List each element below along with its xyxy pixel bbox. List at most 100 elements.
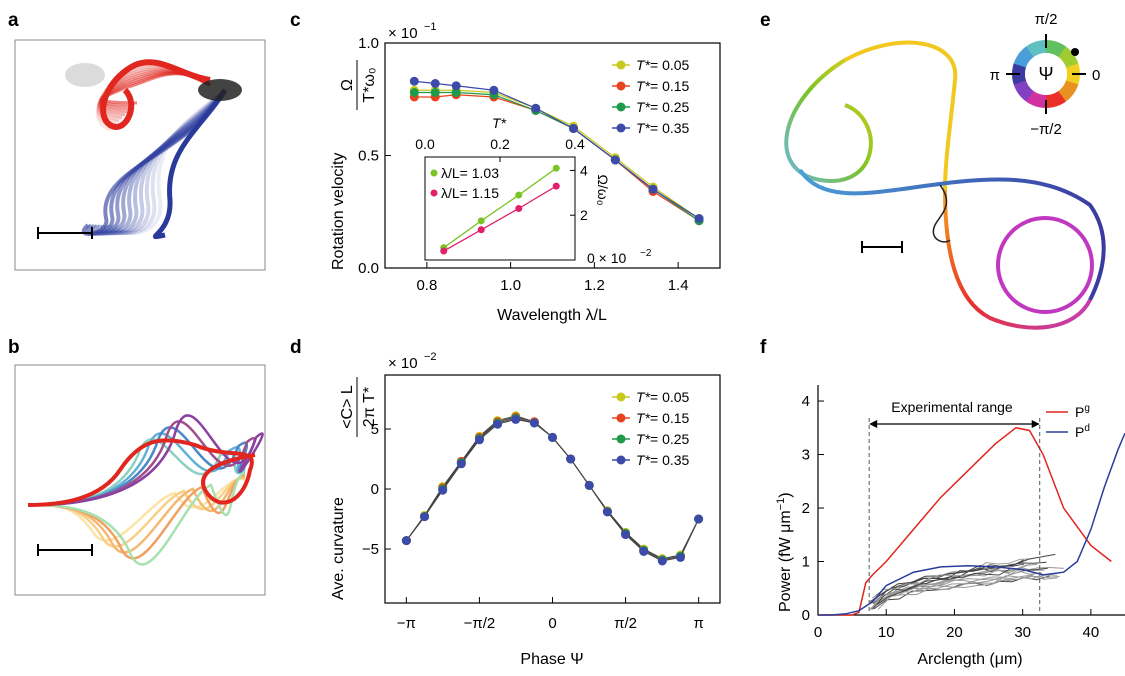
panel-d-series-point [548,432,557,442]
panel-e-wheel-segment [1058,89,1069,102]
panel-f-gray-traces [869,553,1064,611]
panel-d-y-fraction-den: 2π T* [361,387,378,427]
panel-c-x-tick-label: 0.8 [416,277,437,294]
panel-c-x-axis-label: Wavelength λ/L [497,307,607,324]
panel-label-e: e [760,10,771,31]
panel-a-ghost-trace [110,88,227,235]
panel-f-y-axis-label-text: Power (fW μm−1) [775,492,794,612]
panel-d-series-point [675,552,685,562]
panel-e-wheel-segment [1062,84,1076,95]
panel-e-wheel-segment [1012,78,1027,85]
panel-e-wheel-segment [1012,75,1026,82]
panel-c-y-tick-label: 0.5 [358,148,379,165]
panel-c-inset-x-tick-label: 0.0 [415,136,435,152]
panel-e-wheel-segment [1060,48,1072,61]
panel-e-wheel-segment [1058,46,1070,59]
panel-d-series-point [621,530,631,540]
panel-d-series-point [401,536,411,546]
panel-a-ghost-trace [104,88,227,236]
panel-d-axes-ticks: −π −π/2 0 π/2 π −5 0 5 [362,421,704,632]
panel-f-gray-trace [872,563,1031,599]
panel-d-y-tick-label: 5 [371,421,379,438]
panel-e-wheel-segment [1028,92,1038,106]
panel-c-y-tick-label: 0.0 [358,260,379,277]
panel-d-x-tick-label: π [693,615,703,632]
panel-e-wheel-segment [1054,42,1064,56]
panel-c-inset-legend-label: λ/L= 1.03 [441,165,499,181]
panel-f-legend-label: Pd [1075,423,1090,440]
panel-e-right-loop [996,216,1094,314]
panel-c-inset-line [443,167,557,249]
panel-e-wheel-segment [1032,41,1040,55]
panel-c-inset-multiplier-exp: −2 [640,248,652,259]
panel-c-legend-label: T*= 0.15 [636,78,690,94]
panel-f-series-line [818,432,1125,616]
panel-c-inset-y-tick-label: 4 [580,162,588,178]
panel-c-series-point [489,85,499,95]
panel-d-series-point [456,459,466,469]
panel-c-y-axis-label: Rotation velocity [330,153,347,270]
panel-f-y-tick-label: 0 [802,607,810,624]
panel-e-wheel-segment [1052,41,1061,55]
panel-e-wheel-segment [1065,80,1079,89]
panel-b-wave [27,476,246,548]
panel-d-series-point [694,514,704,524]
panel-e-lower-arc [943,189,1092,330]
panel-f-experimental-range [868,418,1041,615]
panel-f-x-tick-label: 40 [1083,624,1100,641]
panel-e-wheel-segment [1062,54,1076,64]
panel-a-ghost-trace [113,88,227,235]
panel-e-wheel-segment [1050,93,1057,108]
panel-d-series-point [493,419,503,429]
panel-c-series-point [694,214,704,223]
panel-c-inset-legend-marker [430,189,438,197]
panel-c-series-point [648,184,658,194]
panel-c-series-point [430,88,440,97]
panel-e-black-trace [932,184,951,243]
panel-f-y-tick-label: 4 [802,393,810,410]
panel-c-series-point [430,79,440,88]
panel-c-inset-point [552,164,560,172]
panel-c-inset: 0.0 0.2 0.4 2 4 λ/L= 1.03 λ/L= 1.15 T* Ω/ω₀ 0 … [415,115,652,266]
panel-f-series-line [818,426,1112,616]
panel-c-x-tick-label: 1.2 [584,277,605,294]
panel-d-legend-label: T*= 0.35 [636,452,690,468]
panel-e-illustration: Ψ π/2 π 0 −π/2 [784,11,1106,330]
panel-f-chart: 0 10 20 30 40 0 1 2 3 4 Experimental range Arclen… [775,385,1125,668]
panel-e-wheel-segment [1013,80,1027,88]
panel-label-c: c [290,10,301,31]
panel-d-x-tick-label: π/2 [614,615,637,632]
panel-e-wheel-segment [1066,76,1080,82]
panel-f-x-tick-label: 10 [878,624,895,641]
panel-c-series-point [451,88,461,97]
panel-d-x-tick-label: −π/2 [464,615,496,632]
panel-d-series-point [529,418,539,428]
panel-e-psi-symbol: Ψ [1038,64,1053,84]
panel-c-inset-series: 0.0 0.2 0.4 2 4 λ/L= 1.03 λ/L= 1.15 [415,136,588,255]
panel-d-legend: T*= 0.05 T*= 0.15 T*= 0.25 T*= 0.35 [612,389,690,468]
panel-d-y-axis-label-main: Ave. curvature [330,497,347,600]
panel-e-wheel-segment [1035,40,1042,55]
panel-b-wave [27,414,264,507]
panel-e-wheel-segment [1061,51,1074,62]
panel-f-legend: Pg Pd [1046,403,1090,440]
panel-e-wheel-segment [1038,40,1045,54]
panel-e-wheel-segment [1025,90,1036,104]
panel-c-legend-marker [616,123,626,133]
panel-d-y-tick-label: 0 [371,481,379,498]
panel-e-wheel-segment [1059,88,1072,100]
panel-e-wheel-segment [1016,84,1030,94]
panel-d-legend-label: T*= 0.15 [636,410,690,426]
panel-a-head-blob [198,79,242,101]
panel-c-series-point [610,155,620,165]
panel-d-legend-marker [616,413,626,423]
panel-c-inset-multiplier: 0 × 10 [587,250,627,266]
panel-f-annotation: Experimental range [891,399,1013,415]
panel-c-y-multiplier-text: × 10 [388,25,418,42]
panel-e-wheel-segment [1018,50,1031,62]
panel-f-gray-trace [870,575,1060,609]
panel-c-inset-x-label: T* [492,115,507,131]
panel-e-wheel-segment [1023,46,1034,59]
panel-c-series-point [568,124,578,133]
panel-c-y-axis-fraction: Ω T*ω₀ [339,60,378,110]
